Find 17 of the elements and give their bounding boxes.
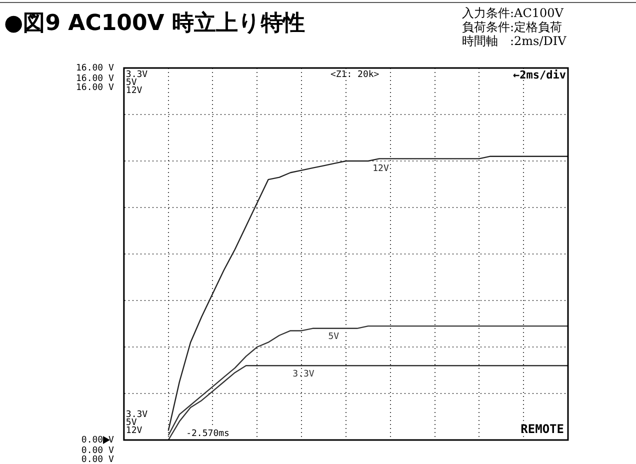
series-label: 5V xyxy=(328,332,340,342)
series-label: 12V xyxy=(372,164,390,174)
annotation: -2.570ms xyxy=(186,428,230,439)
annotation: REMOTE xyxy=(520,422,564,436)
annotation: 3.3V 5V 12V xyxy=(126,70,148,96)
y-tick-label: 0.00 V xyxy=(81,435,115,446)
annotation: 3.3V 5V 12V xyxy=(126,410,148,436)
annotation: <Z1: 20k> xyxy=(330,70,380,80)
text: 0.00 V 0.00 V xyxy=(81,446,115,464)
text: 16.00 V 16.00 V xyxy=(76,74,114,93)
y-tick-label: 16.00 V xyxy=(76,63,114,74)
annotation: ←2ms/div xyxy=(513,68,566,82)
text: 負荷条件:定格負荷 xyxy=(462,20,564,34)
series-label: 3.3V xyxy=(292,369,315,380)
text: 時間軸 :2ms/DIV xyxy=(462,34,566,48)
chart-title: ●図9 AC100V 時立上り特性 xyxy=(4,10,305,38)
text: 入力条件:AC100V xyxy=(462,6,564,20)
